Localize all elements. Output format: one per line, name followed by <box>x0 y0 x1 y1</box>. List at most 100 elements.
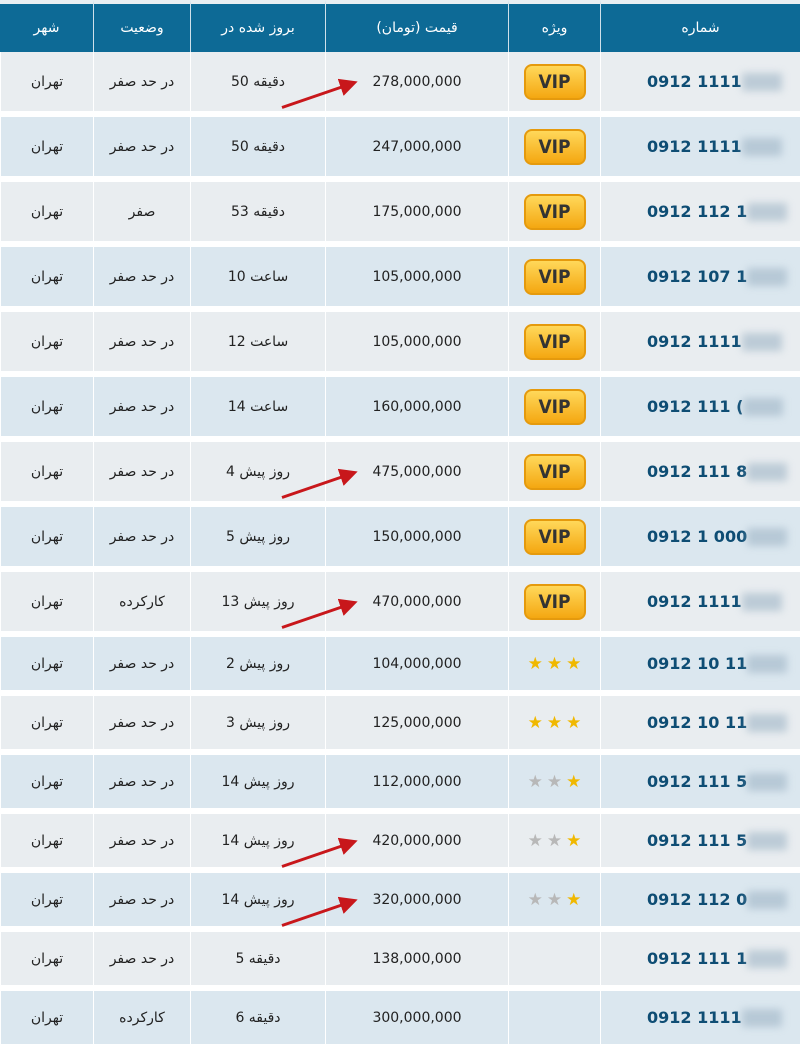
table-row[interactable]: تهران در حد صفر 5 دقیقه 138,000,000 0912… <box>0 932 800 991</box>
number-cell[interactable]: 0912 1111 <box>600 572 800 637</box>
city-cell: تهران <box>0 377 93 442</box>
price-cell: 112,000,000 <box>325 755 508 814</box>
vip-badge: VIP <box>523 258 586 295</box>
number-cell[interactable]: 0912 111 5 <box>600 814 800 873</box>
table-row[interactable]: تهران کارکرده 13 روز پیش 470,000,000 VIP… <box>0 572 800 637</box>
vip-badge: VIP <box>523 388 586 425</box>
phone-number[interactable]: 0912 1111 <box>647 591 742 611</box>
phone-number[interactable]: 0912 1111 <box>647 1007 742 1027</box>
status-cell: در حد صفر <box>93 117 190 182</box>
number-cell[interactable]: 0912 10 11 <box>600 696 800 755</box>
table-row[interactable]: تهران در حد صفر 14 روز پیش 112,000,000 ★… <box>0 755 800 814</box>
updated-cell: 14 روز پیش <box>190 755 325 814</box>
star-icon: ★ <box>566 653 582 674</box>
header-number[interactable]: شماره <box>600 0 800 52</box>
city-cell: تهران <box>0 442 93 507</box>
star-icon: ★ <box>566 712 582 733</box>
phone-number[interactable]: 0912 112 0 <box>647 889 748 909</box>
table-row[interactable]: تهران در حد صفر 50 دقیقه 247,000,000 VIP… <box>0 117 800 182</box>
status-cell: در حد صفر <box>93 696 190 755</box>
blurred-digits <box>747 950 788 969</box>
vip-badge: VIP <box>523 323 586 360</box>
blurred-digits <box>747 528 788 547</box>
price-cell: 160,000,000 <box>325 377 508 442</box>
updated-cell: 6 دقیقه <box>190 991 325 1050</box>
status-cell: کارکرده <box>93 991 190 1050</box>
updated-cell: 14 روز پیش <box>190 873 325 932</box>
phone-number[interactable]: 0912 107 1 <box>647 266 748 286</box>
special-cell: ★ ★ ★ <box>508 637 600 696</box>
phone-number[interactable]: 0912 1111 <box>647 331 742 351</box>
header-price[interactable]: قیمت (تومان) <box>325 0 508 52</box>
number-cell[interactable]: 0912 1111 <box>600 52 800 117</box>
header-special[interactable]: ویژه <box>508 0 600 52</box>
phone-number[interactable]: 0912 1111 <box>647 71 742 91</box>
header-updated[interactable]: بروز شده در <box>190 0 325 52</box>
number-cell[interactable]: 0912 111 1 <box>600 932 800 991</box>
star-icon: ★ <box>546 830 563 851</box>
phone-number[interactable]: 0912 112 1 <box>647 201 748 221</box>
phone-number[interactable]: 0912 10 11 <box>647 653 748 673</box>
price-cell: 320,000,000 <box>325 873 508 932</box>
price-cell: 300,000,000 <box>325 991 508 1050</box>
city-cell: تهران <box>0 572 93 637</box>
special-cell: VIP <box>508 52 600 117</box>
phone-number[interactable]: 0912 1 000 <box>647 526 748 546</box>
city-cell: تهران <box>0 814 93 873</box>
table-row[interactable]: تهران در حد صفر 12 ساعت 105,000,000 VIP … <box>0 312 800 377</box>
blurred-digits <box>741 138 782 157</box>
number-cell[interactable]: 0912 111 5 <box>600 755 800 814</box>
special-cell: VIP <box>508 312 600 377</box>
city-cell: تهران <box>0 932 93 991</box>
table-row[interactable]: تهران در حد صفر 3 روز پیش 125,000,000 ★ ★… <box>0 696 800 755</box>
number-cell[interactable]: 0912 111 ( <box>600 377 800 442</box>
table-row[interactable]: تهران در حد صفر 14 روز پیش 420,000,000 ★… <box>0 814 800 873</box>
city-cell: تهران <box>0 117 93 182</box>
status-cell: صفر <box>93 182 190 247</box>
price-cell: 104,000,000 <box>325 637 508 696</box>
blurred-digits <box>741 333 782 352</box>
table-row[interactable]: تهران در حد صفر 10 ساعت 105,000,000 VIP … <box>0 247 800 312</box>
star-icon: ★ <box>546 712 563 733</box>
phone-number[interactable]: 0912 111 5 <box>647 771 748 791</box>
number-cell[interactable]: 0912 111 8 <box>600 442 800 507</box>
number-cell[interactable]: 0912 112 0 <box>600 873 800 932</box>
star-icon: ★ <box>566 830 582 851</box>
price-cell: 420,000,000 <box>325 814 508 873</box>
number-cell[interactable]: 0912 10 11 <box>600 637 800 696</box>
table-row[interactable]: تهران در حد صفر 50 دقیقه 278,000,000 VIP… <box>0 52 800 117</box>
phone-number[interactable]: 0912 111 1 <box>647 948 748 968</box>
phone-number[interactable]: 0912 111 8 <box>647 461 748 481</box>
table-row[interactable]: تهران کارکرده 6 دقیقه 300,000,000 0912 1… <box>0 991 800 1050</box>
updated-cell: 14 ساعت <box>190 377 325 442</box>
phone-number[interactable]: 0912 1111 <box>647 136 742 156</box>
table-row[interactable]: تهران صفر 53 دقیقه 175,000,000 VIP 0912 … <box>0 182 800 247</box>
number-cell[interactable]: 0912 107 1 <box>600 247 800 312</box>
special-cell: ★ ★ ★ <box>508 696 600 755</box>
number-cell[interactable]: 0912 1 000 <box>600 507 800 572</box>
number-cell[interactable]: 0912 1111 <box>600 312 800 377</box>
special-cell <box>508 991 600 1050</box>
phone-number[interactable]: 0912 10 11 <box>647 712 748 732</box>
table-row[interactable]: تهران در حد صفر 14 ساعت 160,000,000 VIP … <box>0 377 800 442</box>
table-row[interactable]: تهران در حد صفر 4 روز پیش 475,000,000 VI… <box>0 442 800 507</box>
table-row[interactable]: تهران در حد صفر 5 روز پیش 150,000,000 VI… <box>0 507 800 572</box>
special-cell: ★ ★ ★ <box>508 873 600 932</box>
phone-number[interactable]: 0912 111 5 <box>647 830 748 850</box>
phone-number[interactable]: 0912 111 ( <box>647 396 744 416</box>
blurred-digits <box>747 773 788 792</box>
number-cell[interactable]: 0912 1111 <box>600 117 800 182</box>
number-cell[interactable]: 0912 1111 <box>600 991 800 1050</box>
header-city[interactable]: شهر <box>0 0 93 52</box>
vip-badge: VIP <box>523 453 586 490</box>
price-cell: 175,000,000 <box>325 182 508 247</box>
city-cell: تهران <box>0 991 93 1050</box>
table-row[interactable]: تهران در حد صفر 14 روز پیش 320,000,000 ★… <box>0 873 800 932</box>
table-row[interactable]: تهران در حد صفر 2 روز پیش 104,000,000 ★ ★… <box>0 637 800 696</box>
header-status[interactable]: وضعیت <box>93 0 190 52</box>
number-cell[interactable]: 0912 112 1 <box>600 182 800 247</box>
blurred-digits <box>747 891 788 910</box>
special-cell: VIP <box>508 247 600 312</box>
blurred-digits <box>747 832 788 851</box>
star-icon: ★ <box>546 889 563 910</box>
